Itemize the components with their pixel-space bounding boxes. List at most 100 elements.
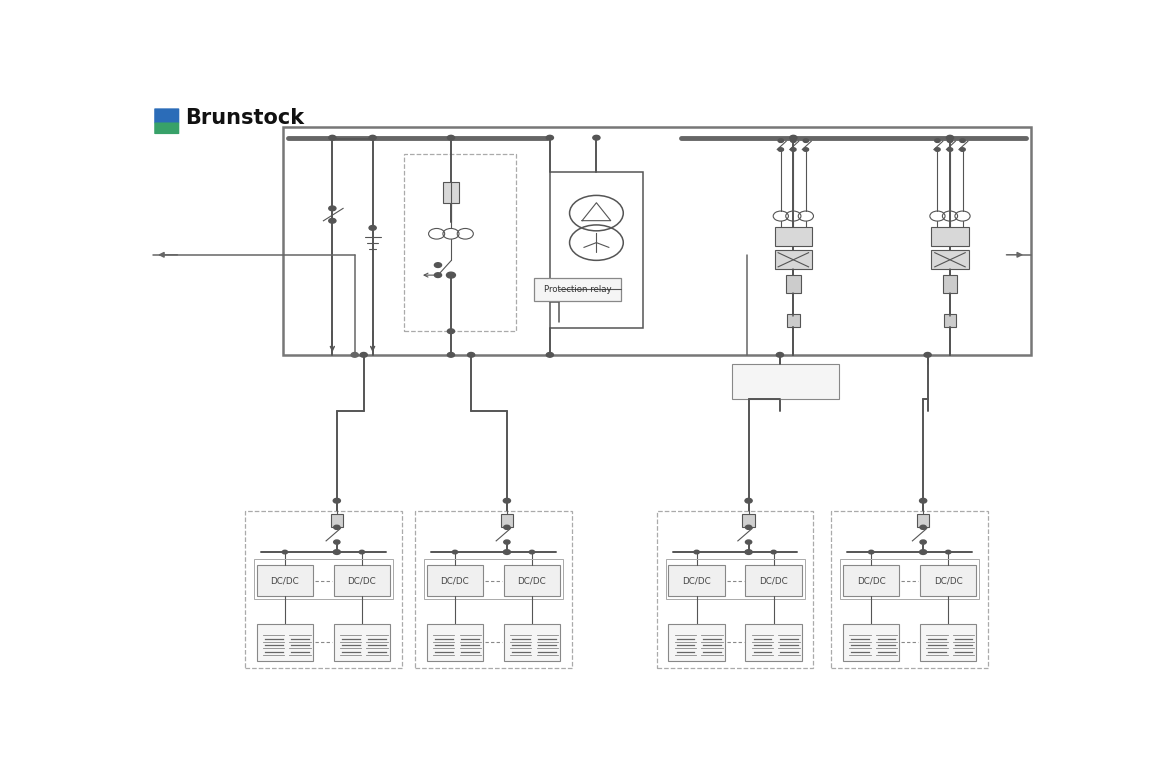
Text: Brunstock: Brunstock xyxy=(186,108,305,128)
Bar xyxy=(665,559,805,599)
Circle shape xyxy=(504,499,511,503)
Bar xyxy=(843,565,900,596)
Text: DC/DC: DC/DC xyxy=(683,576,711,585)
Circle shape xyxy=(351,353,358,357)
Circle shape xyxy=(334,550,341,555)
FancyBboxPatch shape xyxy=(155,123,179,134)
Bar xyxy=(334,565,390,596)
Bar xyxy=(442,182,459,203)
Bar xyxy=(944,314,956,327)
FancyBboxPatch shape xyxy=(155,108,179,123)
Text: DC/DC: DC/DC xyxy=(934,576,962,585)
Circle shape xyxy=(921,525,926,529)
Circle shape xyxy=(334,525,340,529)
Circle shape xyxy=(329,206,336,211)
Bar xyxy=(787,314,799,327)
Text: DC/DC: DC/DC xyxy=(440,576,469,585)
Circle shape xyxy=(919,499,926,503)
Bar xyxy=(841,559,979,599)
Circle shape xyxy=(447,329,455,334)
Circle shape xyxy=(447,135,455,140)
Circle shape xyxy=(803,139,808,143)
Circle shape xyxy=(919,550,926,555)
Circle shape xyxy=(745,540,752,544)
Circle shape xyxy=(453,550,457,554)
Circle shape xyxy=(370,135,377,140)
Circle shape xyxy=(546,135,553,140)
Circle shape xyxy=(529,550,535,554)
Bar xyxy=(404,154,516,331)
Circle shape xyxy=(772,550,776,554)
Circle shape xyxy=(778,139,783,143)
Bar xyxy=(775,227,812,245)
Bar xyxy=(500,515,513,527)
Circle shape xyxy=(504,540,511,544)
Bar xyxy=(534,278,621,301)
Bar xyxy=(931,227,969,245)
Circle shape xyxy=(546,353,553,357)
Bar xyxy=(731,364,839,399)
Circle shape xyxy=(960,139,966,143)
Circle shape xyxy=(934,139,940,143)
Circle shape xyxy=(282,550,288,554)
Bar xyxy=(669,624,725,661)
Circle shape xyxy=(869,550,874,554)
Bar xyxy=(832,512,988,668)
Bar xyxy=(921,565,976,596)
Bar xyxy=(745,624,802,661)
Circle shape xyxy=(803,148,808,151)
Circle shape xyxy=(924,353,931,357)
Circle shape xyxy=(694,550,699,554)
Circle shape xyxy=(329,219,336,223)
Bar xyxy=(245,512,402,668)
Bar xyxy=(504,565,560,596)
Circle shape xyxy=(745,499,752,503)
Circle shape xyxy=(593,135,599,140)
Bar xyxy=(334,624,390,661)
Bar xyxy=(669,565,725,596)
Circle shape xyxy=(360,353,367,357)
Bar xyxy=(283,127,1030,355)
Circle shape xyxy=(434,263,441,268)
Circle shape xyxy=(745,525,752,529)
Circle shape xyxy=(447,272,455,278)
Bar xyxy=(254,559,393,599)
Bar xyxy=(427,624,483,661)
Bar xyxy=(657,512,813,668)
Circle shape xyxy=(745,550,752,555)
Circle shape xyxy=(370,225,377,230)
Circle shape xyxy=(947,148,953,151)
Text: DC/DC: DC/DC xyxy=(857,576,886,585)
Bar xyxy=(256,624,313,661)
Bar xyxy=(424,559,562,599)
Circle shape xyxy=(504,525,511,529)
Text: Protection relay: Protection relay xyxy=(544,285,611,294)
Bar xyxy=(550,172,643,328)
Circle shape xyxy=(359,550,365,554)
Bar xyxy=(427,565,483,596)
Circle shape xyxy=(776,353,783,357)
Circle shape xyxy=(778,148,783,151)
Circle shape xyxy=(434,273,441,278)
Circle shape xyxy=(329,135,336,140)
Circle shape xyxy=(791,139,796,143)
Circle shape xyxy=(504,550,511,555)
Circle shape xyxy=(960,148,966,151)
Circle shape xyxy=(921,540,926,544)
Text: DC/DC: DC/DC xyxy=(348,576,377,585)
Circle shape xyxy=(791,148,796,151)
Circle shape xyxy=(447,353,455,357)
Bar xyxy=(843,624,900,661)
Bar xyxy=(942,275,957,293)
Bar xyxy=(787,275,800,293)
Circle shape xyxy=(934,148,940,151)
Circle shape xyxy=(946,135,954,140)
Circle shape xyxy=(947,139,953,143)
Bar xyxy=(743,515,755,527)
Bar xyxy=(330,515,343,527)
Bar xyxy=(415,512,572,668)
Bar xyxy=(775,250,812,269)
Bar xyxy=(917,515,930,527)
Bar xyxy=(745,565,802,596)
Bar xyxy=(921,624,976,661)
